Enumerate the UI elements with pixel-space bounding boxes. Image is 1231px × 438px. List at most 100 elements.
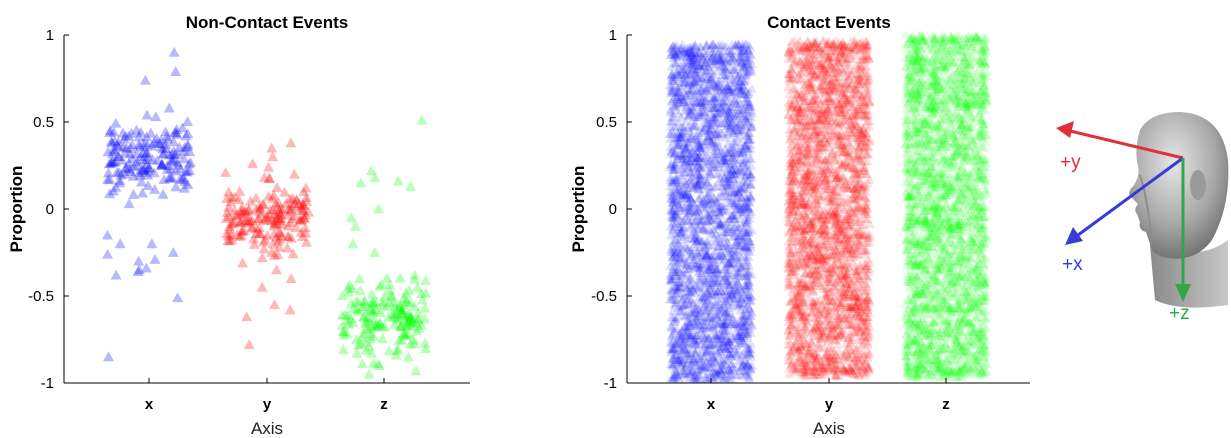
data-point — [729, 195, 740, 205]
data-point — [670, 148, 681, 158]
data-point — [719, 219, 730, 229]
data-point — [667, 87, 678, 97]
data-point — [689, 67, 700, 77]
data-point — [710, 258, 721, 268]
data-point — [729, 64, 740, 74]
data-point — [222, 230, 234, 241]
data-point — [673, 182, 684, 192]
data-point — [358, 301, 370, 312]
data-point — [157, 143, 169, 154]
data-point — [404, 338, 416, 349]
data-point — [106, 137, 118, 148]
data-point — [694, 263, 705, 273]
data-point — [666, 61, 677, 71]
data-point — [263, 173, 275, 183]
data-point — [717, 205, 728, 215]
data-point — [339, 309, 351, 319]
data-point — [745, 192, 756, 202]
data-point — [410, 365, 422, 376]
data-point — [372, 358, 384, 369]
data-point — [718, 374, 729, 384]
data-point — [699, 360, 710, 370]
data-point — [412, 307, 424, 318]
data-point — [722, 336, 733, 346]
data-point — [703, 270, 714, 280]
data-point — [697, 324, 708, 334]
data-point — [746, 225, 757, 235]
data-point — [149, 183, 161, 194]
data-point — [672, 349, 683, 359]
data-point — [165, 163, 177, 174]
x-tick-label: z — [380, 396, 388, 413]
data-point — [279, 186, 291, 197]
data-point — [731, 282, 742, 292]
data-point — [743, 166, 754, 176]
data-point — [296, 203, 308, 213]
data-point — [369, 320, 381, 331]
data-point — [685, 275, 696, 285]
data-point — [723, 180, 734, 190]
data-point — [248, 233, 260, 244]
data-point — [182, 116, 194, 127]
data-point — [700, 297, 711, 307]
data-point — [182, 128, 194, 139]
data-point — [175, 163, 187, 174]
data-point — [356, 331, 368, 342]
data-point — [131, 124, 143, 135]
data-point — [415, 319, 427, 330]
data-point — [688, 56, 699, 66]
data-point — [234, 185, 246, 196]
data-point — [373, 360, 385, 370]
data-point — [676, 77, 687, 87]
data-point — [224, 224, 236, 234]
data-point — [676, 98, 687, 108]
data-point — [668, 219, 679, 229]
data-point — [286, 213, 298, 223]
data-point — [151, 154, 163, 165]
data-point — [114, 175, 126, 185]
data-point — [676, 354, 687, 364]
data-point — [712, 162, 723, 172]
data-point — [706, 137, 717, 147]
data-point — [236, 225, 248, 236]
data-point — [127, 170, 139, 181]
data-point — [688, 308, 699, 318]
data-point — [272, 248, 284, 259]
data-point — [744, 127, 755, 137]
data-point — [670, 218, 681, 228]
data-point — [104, 126, 116, 137]
data-point — [700, 122, 711, 132]
data-point — [111, 166, 123, 177]
data-point — [689, 226, 700, 236]
data-point — [675, 129, 686, 139]
data-point — [350, 295, 362, 306]
data-point — [112, 141, 124, 152]
data-point — [406, 317, 418, 328]
data-point — [297, 198, 309, 209]
data-point — [712, 40, 723, 50]
data-point — [236, 225, 248, 236]
data-point — [679, 368, 690, 378]
data-point — [290, 210, 302, 221]
data-point — [736, 184, 747, 194]
data-point — [719, 286, 730, 296]
data-point — [350, 220, 362, 231]
data-point — [720, 273, 731, 283]
data-point — [109, 156, 121, 166]
data-point — [268, 228, 280, 239]
data-point — [740, 114, 751, 124]
data-point — [688, 373, 699, 383]
data-point — [722, 223, 733, 233]
data-point — [388, 309, 400, 320]
data-point — [677, 39, 688, 49]
data-point — [694, 216, 705, 226]
data-point — [170, 126, 182, 137]
data-point — [160, 143, 172, 153]
data-point — [720, 155, 731, 165]
data-point — [182, 140, 194, 151]
data-point — [681, 188, 692, 198]
data-point — [724, 281, 735, 291]
data-point — [300, 182, 312, 193]
data-point — [729, 213, 740, 223]
